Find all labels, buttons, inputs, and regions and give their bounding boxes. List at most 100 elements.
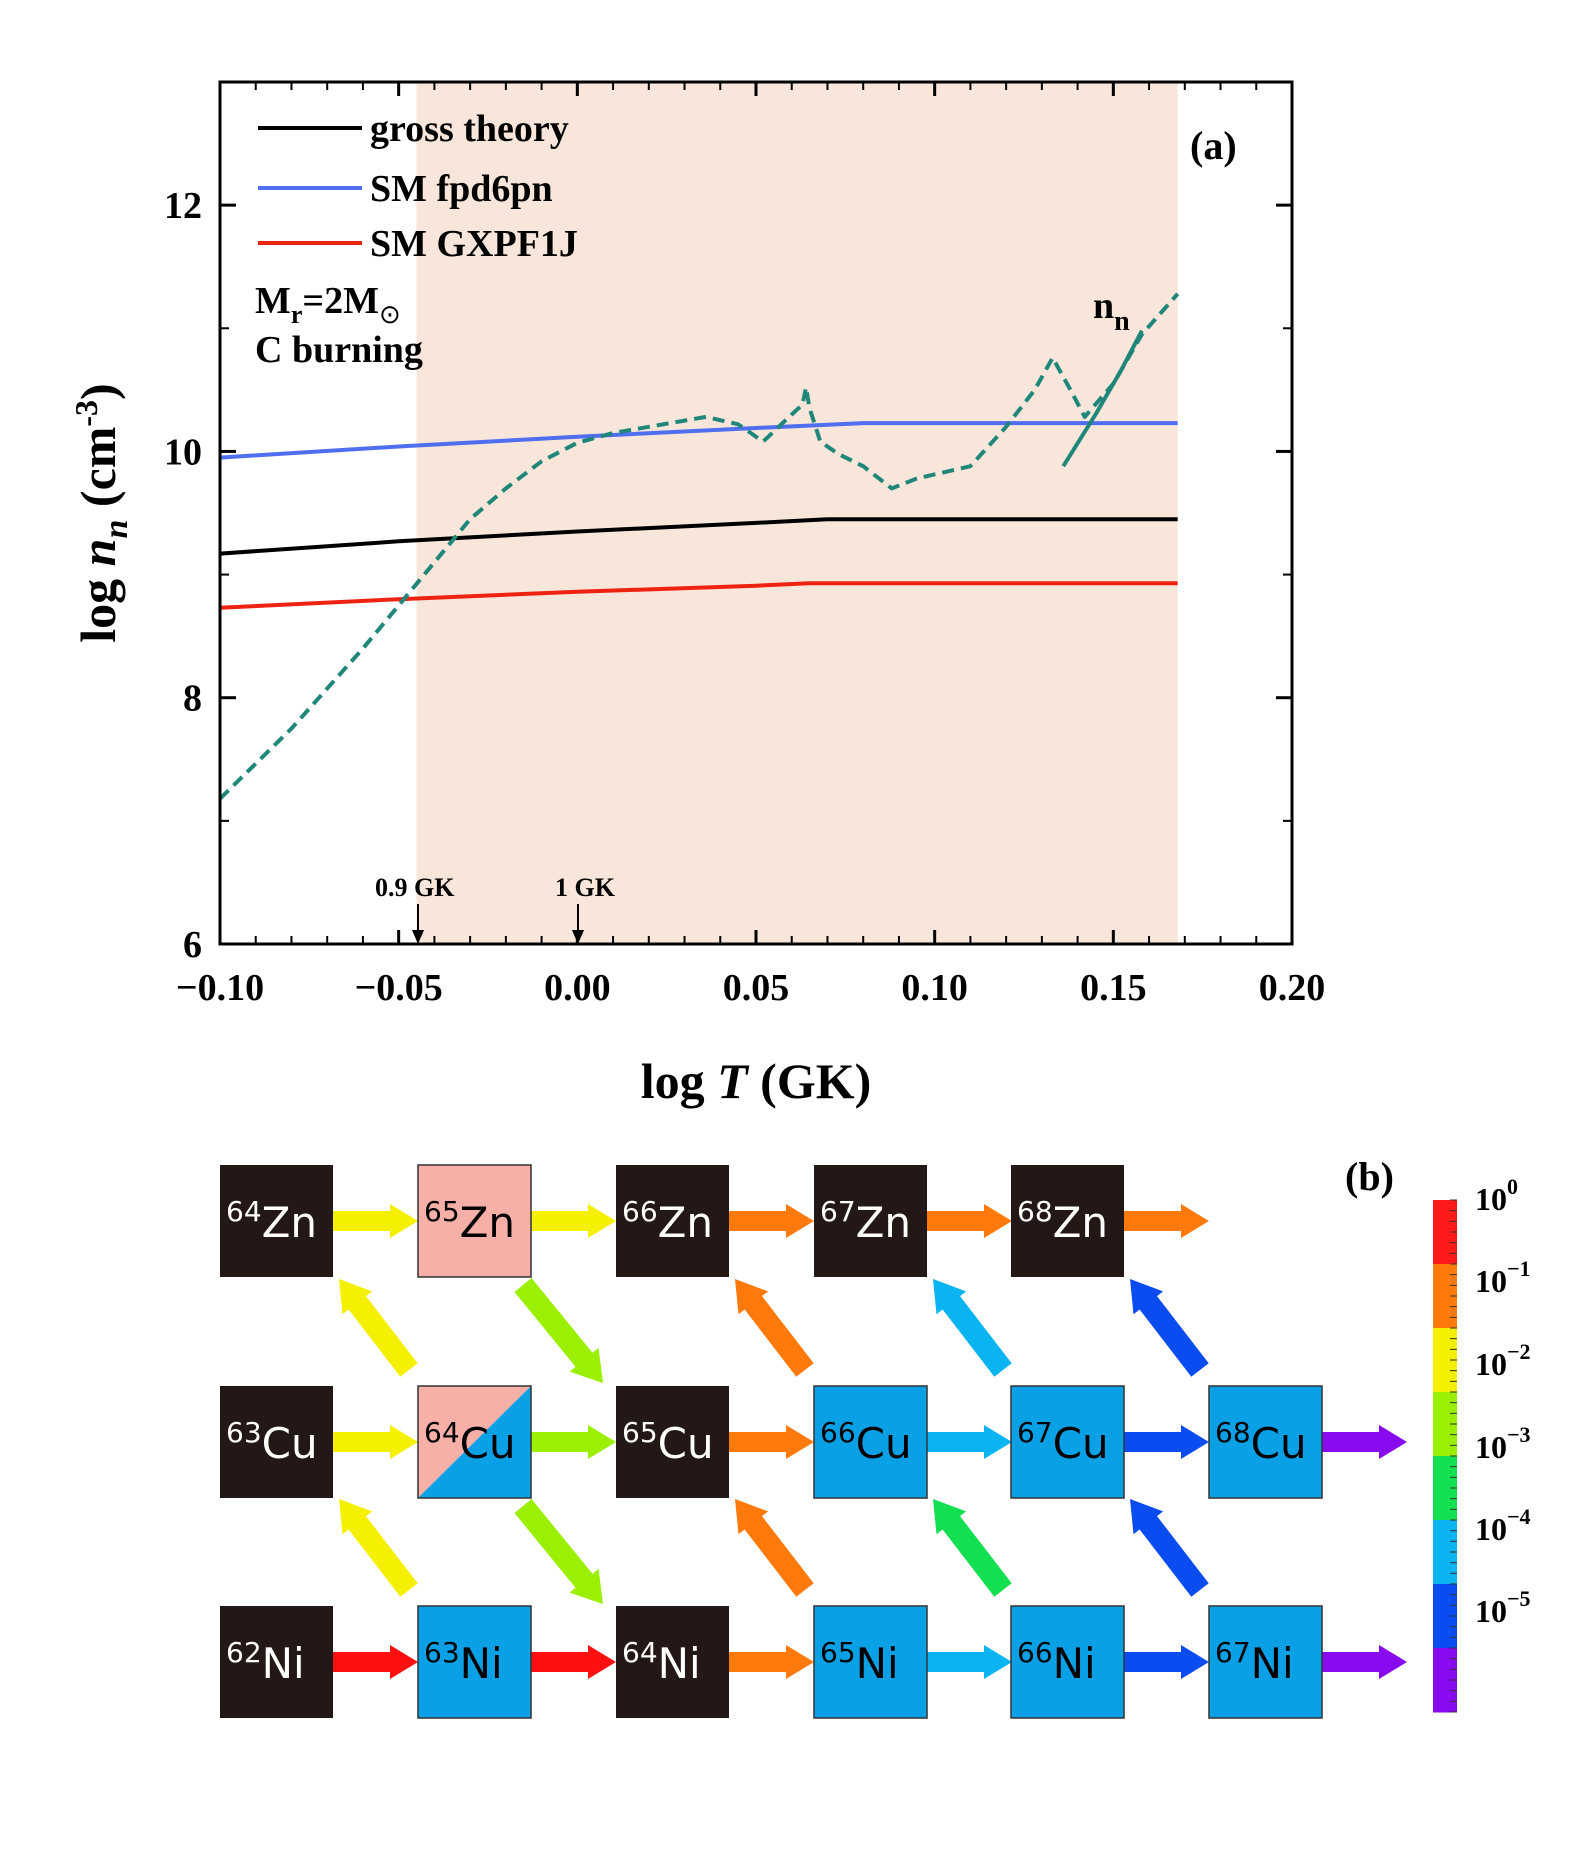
x-tick-label: −0.05	[355, 967, 443, 1009]
neutron-capture-arrow	[729, 1204, 814, 1238]
nucleus-label: 63Cu	[226, 1416, 318, 1468]
gk-1-label: 1 GK	[555, 873, 616, 902]
flows-layer	[333, 1204, 1407, 1679]
nucleus-label: 64Cu	[424, 1416, 516, 1468]
y-tick-label: 10	[164, 431, 202, 473]
nucleus-label: 65Zn	[424, 1195, 515, 1247]
nucleus-62ni: 62Ni	[220, 1606, 333, 1718]
nucleus-64zn: 64Zn	[220, 1165, 333, 1277]
nucleus-label: 63Ni	[424, 1636, 503, 1688]
neutron-capture-arrow	[531, 1425, 616, 1459]
nucleus-box	[417, 1605, 532, 1719]
nucleus-box	[616, 1165, 729, 1277]
nucleus-67zn: 67Zn	[814, 1165, 927, 1277]
nucleus-64ni: 64Ni	[616, 1606, 729, 1718]
x-tick-label: 0.00	[544, 967, 611, 1009]
nucleus-label: 64Zn	[226, 1195, 317, 1247]
series-layer	[218, 292, 1180, 801]
gk-09-label: 0.9 GK	[375, 873, 455, 902]
panel-a-tag: (a)	[1190, 123, 1237, 168]
neutron-capture-arrow	[1124, 1645, 1209, 1679]
electron-capture-arrow	[514, 1499, 603, 1604]
neutron-capture-arrow	[531, 1645, 616, 1679]
ticks-layer: −0.10 −0.05 0.00 0.05 0.10 0.15 0.20 6 8 10 12	[164, 81, 1326, 1009]
y-tick-label: 12	[164, 185, 202, 227]
nucleus-label: 68Cu	[1215, 1416, 1307, 1468]
gk-09-arrow-head	[412, 930, 424, 944]
nucleus-66zn: 66Zn	[616, 1165, 729, 1277]
series-line-n-n	[218, 292, 1180, 801]
beta-decay-arrow	[735, 1279, 814, 1377]
nucleus-68zn: 68Zn	[1011, 1165, 1124, 1277]
colorbar: 100 10−1 10−2 10−3 10−4 10−5	[1433, 1174, 1531, 1713]
neutron-capture-arrow	[1124, 1204, 1209, 1238]
x-tick-label: 0.20	[1259, 967, 1326, 1009]
neutron-capture-arrow	[927, 1204, 1012, 1238]
legend-label-sm-fpd6pn: SM fpd6pn	[370, 168, 553, 210]
nucleus-label: 66Zn	[622, 1195, 713, 1247]
neutron-capture-arrow	[333, 1425, 418, 1459]
nucleus-label: 67Ni	[1215, 1636, 1294, 1688]
legend: gross theory SM fpd6pn SM GXPF1J	[258, 108, 578, 265]
nucleus-label: 67Zn	[820, 1195, 911, 1247]
y-tick-label: 6	[183, 924, 202, 966]
colorbar-label: 10−5	[1475, 1586, 1531, 1629]
nucleus-box	[616, 1606, 729, 1718]
nucleus-label: 66Cu	[820, 1416, 912, 1468]
nucleus-65ni: 65Ni	[813, 1605, 928, 1719]
legend-label-gross-theory: gross theory	[370, 108, 569, 150]
colorbar-label: 10−1	[1475, 1256, 1531, 1299]
series-line-n-n-branch	[1061, 329, 1144, 468]
neutron-capture-arrow	[729, 1425, 814, 1459]
panel-b-tag: (b)	[1345, 1154, 1394, 1199]
beta-decay-arrow	[933, 1279, 1012, 1377]
nucleus-box	[1208, 1605, 1323, 1719]
nucleus-68cu: 68Cu	[1208, 1385, 1323, 1499]
nucleus-65zn: 65Zn	[417, 1164, 532, 1278]
nucleus-66ni: 66Ni	[1010, 1605, 1125, 1719]
beta-decay-arrow	[735, 1499, 814, 1597]
beta-decay-arrow	[339, 1279, 418, 1377]
legend-label-sm-gxpf1j: SM GXPF1J	[370, 223, 578, 265]
mass-annotation: Mr=2M⊙	[255, 280, 401, 330]
nucleus-border	[417, 1385, 532, 1499]
nuclei-layer: 64Zn 65Zn 66Zn 67Zn 68Zn 63Cu 64Cu 65Cu 66Cu 67Cu…	[220, 1164, 1323, 1719]
nucleus-box	[814, 1165, 927, 1277]
neutron-capture-arrow	[729, 1645, 814, 1679]
colorbar-label: 10−4	[1475, 1504, 1531, 1547]
nucleus-box	[616, 1386, 729, 1498]
colorbar-label: 100	[1475, 1174, 1518, 1217]
x-tick-label: 0.15	[1080, 967, 1147, 1009]
nucleus-65cu: 65Cu	[616, 1386, 729, 1498]
nucleus-label: 67Cu	[1017, 1416, 1109, 1468]
nucleus-label: 68Zn	[1017, 1195, 1108, 1247]
nucleus-66cu: 66Cu	[813, 1385, 928, 1499]
nucleus-64cu: 64Cu	[417, 1385, 532, 1499]
nucleus-label: 62Ni	[226, 1636, 305, 1688]
nucleus-label: 65Ni	[820, 1636, 899, 1688]
series-line-sm-gxpf1j	[219, 581, 1178, 610]
x-tick-label: 0.10	[901, 967, 968, 1009]
burning-annotation: C burning	[255, 329, 423, 371]
nucleus-box	[1010, 1385, 1125, 1499]
y-axis-title: log nn (cm-3)	[68, 383, 135, 642]
y-tick-label: 8	[183, 678, 202, 720]
beta-decay-arrow	[933, 1499, 1012, 1597]
neutron-capture-arrow	[333, 1645, 418, 1679]
nucleus-box	[220, 1386, 333, 1498]
neutron-capture-arrow	[927, 1425, 1012, 1459]
neutron-capture-arrow	[531, 1204, 616, 1238]
colorbar-label: 10−3	[1475, 1422, 1531, 1465]
nucleus-67cu: 67Cu	[1010, 1385, 1125, 1499]
beta-decay-arrow	[339, 1499, 418, 1597]
nucleus-box	[813, 1605, 928, 1719]
colorbar-ticks	[1450, 1199, 1457, 1713]
gk-1-arrow-head	[572, 930, 584, 944]
neutron-capture-arrow	[1322, 1645, 1407, 1679]
nucleus-label: 66Ni	[1017, 1636, 1096, 1688]
shaded-region	[416, 82, 1178, 944]
nucleus-63cu: 63Cu	[220, 1386, 333, 1498]
nucleus-label: 64Ni	[622, 1636, 701, 1688]
series-line-gross-theory	[219, 517, 1178, 556]
